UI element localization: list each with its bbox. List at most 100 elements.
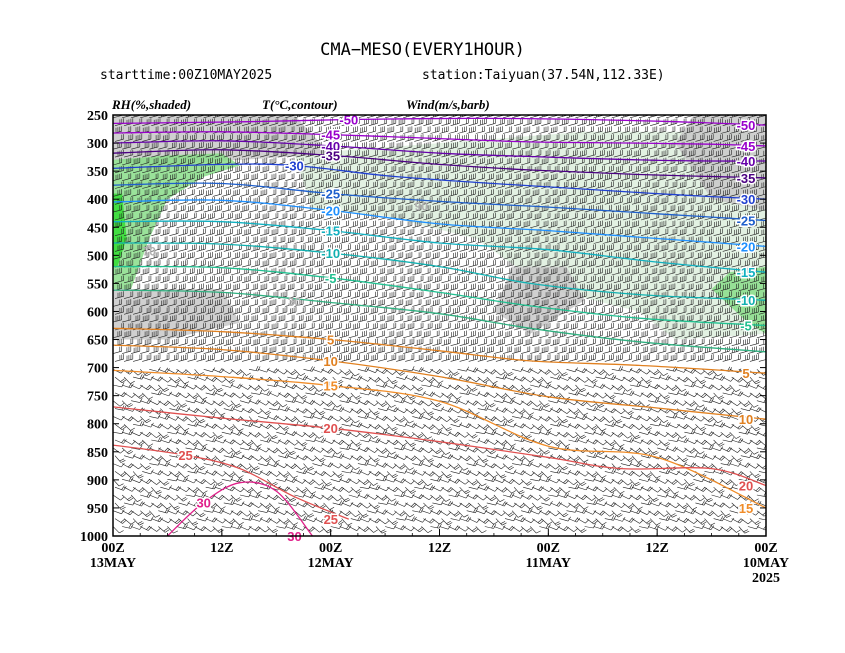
wind-barb [484, 115, 494, 119]
wind-barb [459, 118, 469, 126]
wind-barb [477, 228, 487, 236]
wind-barb [276, 330, 286, 339]
wind-barb [620, 526, 633, 533]
wind-barb [339, 299, 349, 307]
wind-barb [466, 431, 478, 439]
wind-barb [212, 283, 222, 291]
wind-barb [305, 306, 315, 315]
wind-barb [459, 376, 472, 382]
wind-barb [350, 354, 360, 362]
wind-barb [140, 299, 150, 307]
wind-barb [602, 115, 612, 119]
wind-barb [122, 115, 132, 119]
wind-barb [122, 523, 134, 529]
wind-barb [359, 390, 372, 396]
contour-label: -25 [737, 214, 756, 229]
wind-barb [493, 115, 503, 119]
wind-barb [457, 267, 467, 276]
wind-barb [504, 375, 517, 381]
wind-barb [493, 173, 503, 181]
wind-barb [123, 376, 135, 384]
wind-barb [412, 494, 424, 500]
wind-barb [359, 149, 369, 158]
wind-barb [377, 228, 387, 236]
wind-barb [502, 299, 512, 307]
wind-barb [176, 447, 188, 455]
wind-barb [604, 322, 614, 331]
wind-barb [348, 346, 358, 354]
wind-barb [169, 212, 179, 221]
wind-barb [230, 510, 243, 516]
wind-barb [203, 431, 215, 439]
wind-barb [403, 330, 413, 339]
wind-barb [312, 283, 322, 291]
wind-barb [512, 157, 521, 166]
wind-barb [278, 306, 288, 315]
wind-barb [475, 115, 485, 119]
wind-barb [140, 173, 150, 181]
wind-barb [466, 330, 476, 339]
wind-barb [495, 471, 507, 479]
wind-barb [169, 244, 179, 252]
wind-barb [477, 424, 490, 430]
wind-barb [377, 244, 387, 252]
wind-barb [423, 502, 435, 510]
wind-barb [622, 408, 634, 415]
wind-barb [321, 526, 333, 534]
wind-barb [339, 236, 349, 244]
wind-barb [332, 518, 344, 525]
wind-barb [768, 228, 777, 235]
wind-barb [113, 251, 122, 260]
wind-barb [269, 338, 279, 346]
wind-barb [230, 283, 240, 291]
wind-barb [212, 157, 222, 166]
wind-barb [405, 275, 415, 284]
wind-barb [285, 189, 295, 197]
wind-barb [368, 165, 378, 174]
wind-barb [348, 416, 360, 424]
wind-barb [686, 376, 698, 384]
wind-barb [142, 118, 152, 126]
wind-barb [232, 306, 242, 315]
wind-barb [668, 517, 680, 522]
wind-barb [232, 392, 245, 399]
wind-barb [666, 384, 678, 391]
wind-barb [394, 141, 404, 150]
wind-barb [196, 165, 206, 174]
wind-barb [512, 141, 521, 150]
wind-barb [504, 118, 514, 126]
wind-barb [439, 478, 452, 483]
wind-barb [187, 338, 197, 346]
wind-barb [432, 338, 442, 346]
wind-barb [239, 330, 249, 339]
wind-barb [140, 330, 150, 339]
wind-barb [768, 181, 777, 188]
wind-barb [765, 117, 766, 118]
wind-barb [185, 510, 197, 517]
wind-barb [613, 517, 626, 522]
wind-barb [459, 516, 472, 522]
wind-barb [521, 414, 533, 420]
wind-barb [620, 115, 630, 119]
wind-barb [466, 526, 478, 533]
wind-barb [511, 447, 524, 452]
wind-barb [439, 204, 449, 213]
wind-barb [350, 134, 360, 142]
wind-barb [176, 115, 186, 119]
wind-barb [468, 149, 478, 158]
wind-barb [405, 408, 417, 414]
wind-barb [350, 439, 362, 447]
wind-barb [450, 244, 460, 252]
wind-barb [513, 408, 526, 415]
wind-barb [412, 267, 422, 276]
wind-barb [394, 416, 406, 423]
wind-barb [430, 204, 440, 213]
wind-barb [768, 213, 777, 220]
wind-barb [620, 479, 633, 486]
wind-barb [559, 423, 571, 428]
wind-barb [439, 267, 449, 276]
wind-barb [357, 236, 367, 244]
wind-barb [359, 196, 369, 205]
wind-barb [223, 244, 233, 252]
wind-barb [287, 471, 298, 479]
